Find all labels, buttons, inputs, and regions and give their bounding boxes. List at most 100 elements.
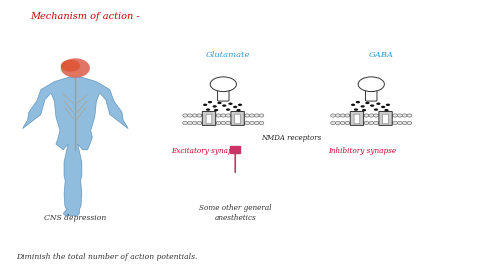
Text: Inhibitory synapse: Inhibitory synapse bbox=[328, 147, 396, 155]
Ellipse shape bbox=[216, 114, 221, 117]
Ellipse shape bbox=[183, 122, 188, 124]
Ellipse shape bbox=[211, 122, 216, 124]
Ellipse shape bbox=[384, 109, 389, 111]
FancyBboxPatch shape bbox=[217, 87, 229, 101]
Ellipse shape bbox=[192, 122, 197, 124]
Ellipse shape bbox=[340, 114, 345, 117]
Ellipse shape bbox=[61, 60, 80, 72]
Ellipse shape bbox=[245, 114, 250, 117]
Ellipse shape bbox=[240, 114, 245, 117]
Ellipse shape bbox=[397, 122, 402, 124]
Ellipse shape bbox=[378, 122, 383, 124]
Ellipse shape bbox=[364, 114, 369, 117]
Ellipse shape bbox=[362, 109, 366, 111]
Ellipse shape bbox=[259, 114, 264, 117]
Ellipse shape bbox=[228, 103, 233, 105]
Ellipse shape bbox=[340, 122, 345, 124]
Ellipse shape bbox=[369, 122, 373, 124]
Ellipse shape bbox=[397, 114, 402, 117]
Ellipse shape bbox=[233, 106, 238, 108]
Ellipse shape bbox=[202, 114, 206, 117]
Ellipse shape bbox=[226, 114, 230, 117]
Ellipse shape bbox=[222, 104, 227, 107]
Ellipse shape bbox=[388, 122, 393, 124]
FancyBboxPatch shape bbox=[354, 114, 360, 124]
Ellipse shape bbox=[407, 114, 412, 117]
Ellipse shape bbox=[369, 114, 373, 117]
Ellipse shape bbox=[202, 122, 206, 124]
Ellipse shape bbox=[402, 114, 407, 117]
Ellipse shape bbox=[345, 122, 350, 124]
Ellipse shape bbox=[259, 122, 264, 124]
Ellipse shape bbox=[373, 122, 378, 124]
Ellipse shape bbox=[393, 114, 397, 117]
Ellipse shape bbox=[213, 105, 217, 108]
Ellipse shape bbox=[197, 122, 202, 124]
Ellipse shape bbox=[210, 77, 237, 92]
Text: GABA: GABA bbox=[368, 51, 393, 59]
FancyBboxPatch shape bbox=[206, 114, 212, 124]
Ellipse shape bbox=[203, 104, 207, 106]
Ellipse shape bbox=[188, 114, 192, 117]
Ellipse shape bbox=[197, 114, 202, 117]
Ellipse shape bbox=[235, 114, 240, 117]
Ellipse shape bbox=[360, 105, 365, 108]
Ellipse shape bbox=[214, 109, 218, 111]
Ellipse shape bbox=[365, 102, 370, 104]
Ellipse shape bbox=[208, 101, 212, 103]
FancyBboxPatch shape bbox=[231, 112, 244, 125]
Ellipse shape bbox=[254, 114, 259, 117]
Ellipse shape bbox=[230, 122, 235, 124]
Ellipse shape bbox=[192, 114, 197, 117]
PathPatch shape bbox=[23, 77, 128, 216]
Ellipse shape bbox=[245, 122, 250, 124]
Text: CNS depression: CNS depression bbox=[44, 214, 107, 222]
Ellipse shape bbox=[360, 122, 364, 124]
Ellipse shape bbox=[378, 114, 383, 117]
Ellipse shape bbox=[240, 122, 245, 124]
Ellipse shape bbox=[250, 122, 254, 124]
Ellipse shape bbox=[374, 109, 378, 111]
Ellipse shape bbox=[402, 122, 407, 124]
Ellipse shape bbox=[336, 114, 340, 117]
Ellipse shape bbox=[360, 114, 364, 117]
Ellipse shape bbox=[226, 109, 230, 111]
Text: Diminish the total number of action potentials.: Diminish the total number of action pote… bbox=[16, 253, 197, 261]
FancyBboxPatch shape bbox=[350, 112, 364, 125]
Ellipse shape bbox=[237, 109, 240, 111]
FancyBboxPatch shape bbox=[365, 87, 377, 101]
Ellipse shape bbox=[376, 103, 381, 105]
Text: Glutamate: Glutamate bbox=[206, 51, 250, 59]
Text: Mechanism of action -: Mechanism of action - bbox=[30, 12, 140, 21]
Bar bbox=[230, 146, 240, 153]
Ellipse shape bbox=[370, 104, 374, 107]
Ellipse shape bbox=[356, 101, 360, 103]
Ellipse shape bbox=[331, 114, 336, 117]
Ellipse shape bbox=[183, 114, 188, 117]
FancyBboxPatch shape bbox=[383, 114, 388, 124]
Ellipse shape bbox=[230, 114, 235, 117]
Ellipse shape bbox=[250, 114, 254, 117]
Ellipse shape bbox=[336, 122, 340, 124]
Ellipse shape bbox=[383, 122, 388, 124]
FancyBboxPatch shape bbox=[235, 114, 240, 124]
Ellipse shape bbox=[221, 114, 226, 117]
Ellipse shape bbox=[216, 122, 221, 124]
Ellipse shape bbox=[206, 109, 210, 111]
FancyBboxPatch shape bbox=[379, 112, 392, 125]
Ellipse shape bbox=[358, 77, 384, 92]
Ellipse shape bbox=[386, 104, 390, 106]
Ellipse shape bbox=[388, 114, 393, 117]
FancyBboxPatch shape bbox=[202, 112, 216, 125]
Text: NMDA receptors: NMDA receptors bbox=[262, 134, 322, 142]
Ellipse shape bbox=[211, 114, 216, 117]
Ellipse shape bbox=[383, 114, 388, 117]
Ellipse shape bbox=[217, 102, 222, 104]
Text: Some other general
anesthetics: Some other general anesthetics bbox=[199, 204, 272, 222]
Ellipse shape bbox=[351, 104, 355, 106]
Ellipse shape bbox=[350, 114, 355, 117]
Ellipse shape bbox=[226, 122, 230, 124]
Text: Excitatory synapse: Excitatory synapse bbox=[171, 147, 240, 155]
Ellipse shape bbox=[254, 122, 259, 124]
Ellipse shape bbox=[407, 122, 412, 124]
